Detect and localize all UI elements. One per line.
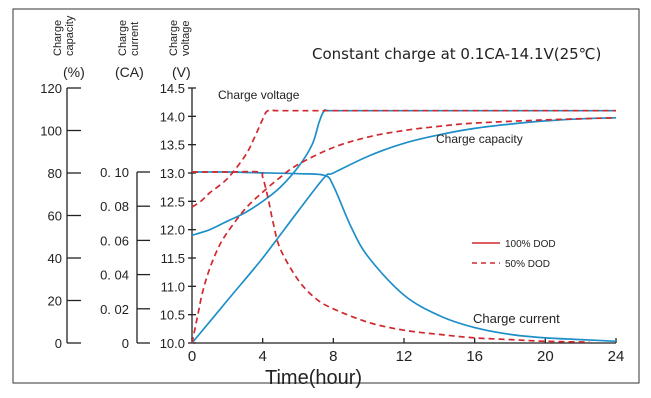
legend-label-100-dod: 100% DOD <box>505 239 556 250</box>
x-tick-label: 12 <box>396 348 413 365</box>
voltage-tick-label: 11.0 <box>161 279 185 294</box>
voltage-tick-label: 13.5 <box>160 138 185 153</box>
capacity-tick-label: 40 <box>48 251 62 266</box>
x-tick-label: 0 <box>188 348 196 365</box>
series-capacity-50-dod-dod <box>191 116 617 344</box>
voltage-tick-label: 12.5 <box>160 194 185 209</box>
capacity-axis-label-line2: capacity <box>64 15 76 56</box>
capacity-axis-header: Charge capacity (%) <box>52 15 85 80</box>
voltage-axis-unit: (V) <box>172 64 191 80</box>
x-axis-label: Time(hour) <box>265 367 362 389</box>
current-tick-label: 0. 10 <box>100 165 129 180</box>
x-tick-label: 16 <box>466 348 483 365</box>
voltage-tick-label: 11.5 <box>161 251 185 266</box>
annotation-charge-current: Charge current <box>473 311 560 326</box>
capacity-axis-unit: (%) <box>63 64 85 80</box>
capacity-tick-label: 60 <box>48 209 62 224</box>
current-tick-label: 0. 08 <box>100 199 129 214</box>
curves-layer <box>191 109 617 344</box>
current-tick-label: 0. 02 <box>100 302 129 317</box>
x-tick-label: 24 <box>608 348 625 365</box>
voltage-tick-label: 12.0 <box>160 223 185 238</box>
x-tick-label: 4 <box>258 348 266 365</box>
voltage-axis-label-line1: Charge <box>168 20 180 56</box>
current-axis-label-line1: Charge <box>117 20 129 56</box>
x-tick-label: 20 <box>537 348 554 365</box>
series-capacity-100-dod-dod <box>191 116 617 344</box>
current-axis-label-line2: current <box>129 22 141 56</box>
legend: 100% DOD 50% DOD <box>472 239 556 270</box>
series-current-100-dod-dod <box>191 171 617 343</box>
capacity-tick-label: 80 <box>48 166 62 181</box>
annotation-charge-capacity: Charge capacity <box>436 132 523 146</box>
voltage-tick-label: 14.0 <box>160 109 185 124</box>
capacity-tick-label: 100 <box>40 124 62 139</box>
chart-title: Constant charge at 0.1CA-14.1V(25℃) <box>312 45 601 63</box>
capacity-tick-label: 20 <box>48 294 62 309</box>
voltage-tick-label: 10.0 <box>160 336 185 351</box>
current-tick-label: 0. 06 <box>100 233 129 248</box>
x-tick-label: 8 <box>329 348 337 365</box>
capacity-axis-label-line1: Charge <box>52 20 64 56</box>
annotation-charge-voltage: Charge voltage <box>218 88 300 102</box>
current-tick-label: 0. 04 <box>100 268 129 283</box>
current-axis-header: Charge current (CA) <box>115 20 144 80</box>
capacity-tick-label: 0 <box>55 336 62 351</box>
voltage-tick-label: 10.5 <box>160 308 185 323</box>
voltage-axis-label-line2: voltage <box>180 21 192 56</box>
series-current-50-dod-dod <box>191 170 590 343</box>
current-tick-label: 0 <box>122 336 129 351</box>
current-axis-unit: (CA) <box>115 64 144 80</box>
voltage-tick-label: 13.0 <box>160 166 185 181</box>
capacity-tick-label: 120 <box>40 81 62 96</box>
legend-label-50-dod: 50% DOD <box>505 259 550 270</box>
voltage-tick-label: 14.5 <box>160 81 185 96</box>
voltage-axis-header: Charge voltage (V) <box>168 20 192 80</box>
series-voltage-50-dod-dod <box>191 109 616 208</box>
chart-border <box>12 8 640 384</box>
